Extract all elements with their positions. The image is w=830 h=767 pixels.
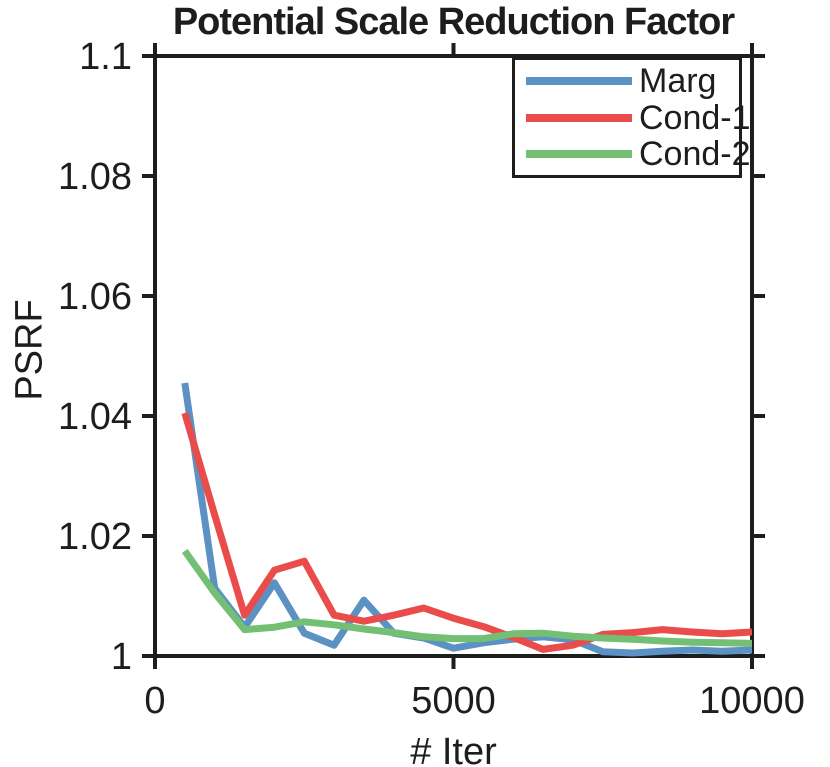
x-tick-label: 10000 <box>699 680 805 722</box>
legend-item: Cond-1 <box>526 100 751 136</box>
x-axis-label: # Iter <box>410 731 497 767</box>
chart-title: Potential Scale Reduction Factor <box>172 1 735 43</box>
legend-label: Cond-1 <box>639 98 751 137</box>
series-line-marg <box>181 382 753 657</box>
series-line-cond-2 <box>181 548 753 647</box>
x-tick-label: 5000 <box>411 680 496 722</box>
x-tick-label: 0 <box>144 680 165 722</box>
legend-label: Cond-2 <box>639 135 751 174</box>
y-tick-label: 1 <box>111 636 132 678</box>
legend: Marg Cond-1 Cond-2 <box>512 57 751 178</box>
series-line-cond-1 <box>181 412 753 653</box>
y-tick-label: 1.08 <box>58 156 132 198</box>
legend-swatch-marg <box>526 76 632 85</box>
y-tick-label: 1.06 <box>58 276 132 318</box>
legend-item: Cond-2 <box>526 136 751 172</box>
y-tick-label: 1.04 <box>58 396 132 438</box>
legend-label: Marg <box>639 61 717 100</box>
y-tick-label: 1.1 <box>79 36 132 78</box>
y-tick-label: 1.02 <box>58 516 132 558</box>
y-axis-label: PSRF <box>8 299 51 401</box>
legend-swatch-cond-2 <box>526 150 632 159</box>
axes-box <box>153 54 754 658</box>
legend-swatch-cond-1 <box>526 113 632 122</box>
legend-item: Marg <box>526 63 739 99</box>
